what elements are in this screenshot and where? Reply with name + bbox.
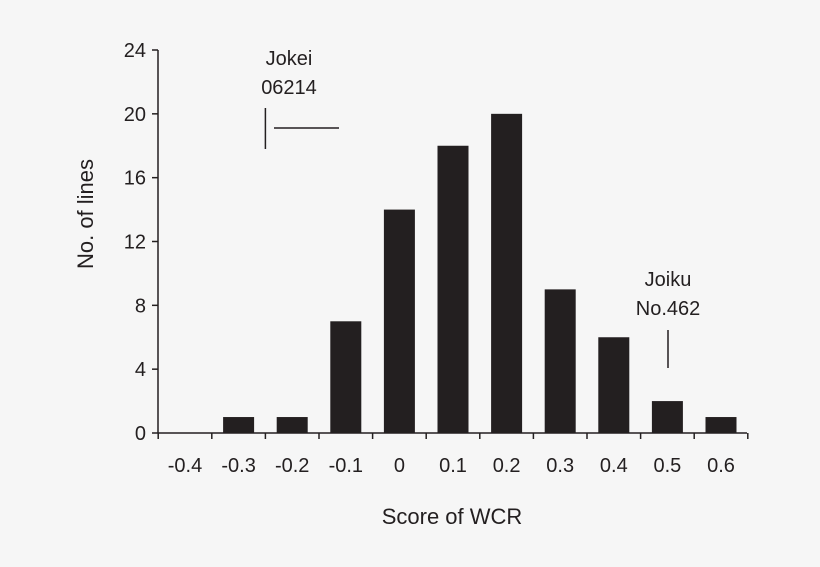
bar--0.3 <box>223 417 255 433</box>
bar-0.1 <box>437 145 469 433</box>
x-tick-label: 0.5 <box>653 455 681 477</box>
y-tick-label: 8 <box>135 295 146 317</box>
bar-0.2 <box>491 113 523 433</box>
y-tick-label: 0 <box>135 423 146 445</box>
x-tick-label: -0.1 <box>329 455 363 477</box>
bar--0.1 <box>330 321 362 433</box>
annotation-label: Joiku <box>645 269 692 291</box>
y-axis-title: No. of lines <box>73 159 98 269</box>
y-tick-label: 20 <box>124 104 146 126</box>
x-tick-label: 0.1 <box>439 455 467 477</box>
x-tick-label: -0.4 <box>168 455 202 477</box>
bar-0.3 <box>544 289 576 433</box>
bar-0.5 <box>651 401 683 433</box>
x-tick-label: 0.6 <box>707 455 735 477</box>
y-tick-label: 16 <box>124 168 146 190</box>
bar--0.2 <box>276 417 308 433</box>
annotation-label: No.462 <box>636 298 701 320</box>
x-tick-label: -0.2 <box>275 455 309 477</box>
y-tick-label: 12 <box>124 232 146 254</box>
x-tick-label: 0 <box>394 455 405 477</box>
bar-0 <box>383 209 415 433</box>
x-axis-title: Score of WCR <box>382 504 523 529</box>
y-tick-label: 24 <box>124 40 146 62</box>
x-tick-label: 0.3 <box>546 455 574 477</box>
bar-0.6 <box>705 417 737 433</box>
x-tick-label: -0.3 <box>221 455 255 477</box>
bar-0.4 <box>598 337 630 433</box>
x-tick-label: 0.2 <box>493 455 521 477</box>
annotation-label: Jokei <box>266 48 313 70</box>
y-tick-label: 4 <box>135 359 146 381</box>
x-tick-label: 0.4 <box>600 455 628 477</box>
annotation-label: 06214 <box>261 77 317 99</box>
